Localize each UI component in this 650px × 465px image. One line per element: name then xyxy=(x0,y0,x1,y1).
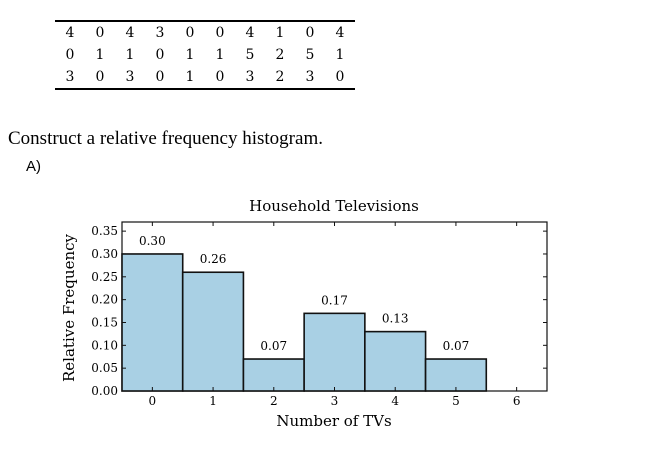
table-cell: 4 xyxy=(335,25,345,41)
x-tick-label: 2 xyxy=(270,394,278,408)
y-tick-label: 0.10 xyxy=(91,338,118,352)
y-tick-label: 0.35 xyxy=(91,224,118,238)
table-row: 0 1 1 0 1 1 5 2 5 1 xyxy=(55,44,355,66)
table-cell: 0 xyxy=(305,25,315,41)
histogram-bar xyxy=(424,358,488,392)
table-cell: 0 xyxy=(155,47,165,63)
table-cell: 3 xyxy=(155,25,165,41)
bar-value-label: 0.07 xyxy=(443,339,470,353)
table-cell: 4 xyxy=(65,25,75,41)
table-body: 4 0 4 3 0 0 4 1 0 4 0 1 1 0 1 1 5 2 5 1 3 0 3 0 1 0 3 2 3 0 xyxy=(55,22,355,88)
table-cell: 0 xyxy=(95,25,105,41)
x-tick-label: 4 xyxy=(391,394,399,408)
x-tick-label: 5 xyxy=(452,394,460,408)
bar-value-label: 0.13 xyxy=(382,312,409,326)
bar-value-label: 0.07 xyxy=(260,339,287,353)
bar-value-label: 0.26 xyxy=(200,252,227,266)
table-cell: 1 xyxy=(185,69,195,85)
x-axis-label: Number of TVs xyxy=(276,412,391,430)
table-cell: 1 xyxy=(95,47,105,63)
table-bottom-rule xyxy=(55,88,355,90)
table-cell: 3 xyxy=(305,69,315,85)
y-tick-label: 0.05 xyxy=(91,361,118,375)
table-cell: 5 xyxy=(305,47,315,63)
table-cell: 5 xyxy=(245,47,255,63)
table-cell: 1 xyxy=(335,47,345,63)
table-cell: 3 xyxy=(65,69,75,85)
y-tick-label: 0.25 xyxy=(91,270,118,284)
x-tick-label: 6 xyxy=(513,394,521,408)
table-cell: 4 xyxy=(125,25,135,41)
table-row: 3 0 3 0 1 0 3 2 3 0 xyxy=(55,66,355,88)
table-cell: 3 xyxy=(125,69,135,85)
histogram-bar xyxy=(121,253,184,392)
y-tick-label: 0.00 xyxy=(91,384,118,398)
table-cell: 0 xyxy=(95,69,105,85)
table-cell: 0 xyxy=(215,25,225,41)
table-cell: 1 xyxy=(185,47,195,63)
histogram-chart: Household Televisions Number of TVs Rela… xyxy=(60,197,548,430)
chart-marks: 0.30 0.26 0.07 0.17 0.13 0.07 0 1 2 3 4 5 6 0.00 0.05 0… xyxy=(91,222,547,408)
table-cell: 2 xyxy=(275,47,285,63)
y-axis-label: Relative Frequency xyxy=(60,233,78,382)
x-tick-label: 3 xyxy=(331,394,339,408)
x-tick-label: 1 xyxy=(209,394,217,408)
table-cell: 0 xyxy=(185,25,195,41)
table-row: 4 0 4 3 0 0 4 1 0 4 xyxy=(55,22,355,44)
table-cell: 0 xyxy=(65,47,75,63)
y-tick-label: 0.30 xyxy=(91,247,118,261)
answer-option-label[interactable]: A) xyxy=(26,158,41,175)
y-tick-label: 0.20 xyxy=(91,293,118,307)
table-cell: 1 xyxy=(215,47,225,63)
bar-value-label: 0.30 xyxy=(139,234,166,248)
x-tick-label: 0 xyxy=(149,394,157,408)
question-prompt: Construct a relative frequency histogram… xyxy=(8,128,323,149)
table-cell: 4 xyxy=(245,25,255,41)
table-cell: 3 xyxy=(245,69,255,85)
table-cell: 1 xyxy=(275,25,285,41)
table-top-rule xyxy=(55,20,355,22)
table-cell: 1 xyxy=(125,47,135,63)
bar-value-label: 0.17 xyxy=(321,293,348,307)
table-cell: 0 xyxy=(335,69,345,85)
histogram-bar xyxy=(242,358,305,392)
table-cell: 2 xyxy=(275,69,285,85)
histogram-bar xyxy=(303,312,366,392)
table-cell: 0 xyxy=(215,69,225,85)
table-cell: 0 xyxy=(155,69,165,85)
histogram-bar xyxy=(181,271,245,392)
chart-title: Household Televisions xyxy=(249,197,419,215)
data-table: 4 0 4 3 0 0 4 1 0 4 0 1 1 0 1 1 5 2 5 1 3 0 3 0 1 0 3 2 3 0 xyxy=(55,20,355,90)
histogram-bar xyxy=(364,330,427,392)
y-tick-label: 0.15 xyxy=(91,315,118,329)
